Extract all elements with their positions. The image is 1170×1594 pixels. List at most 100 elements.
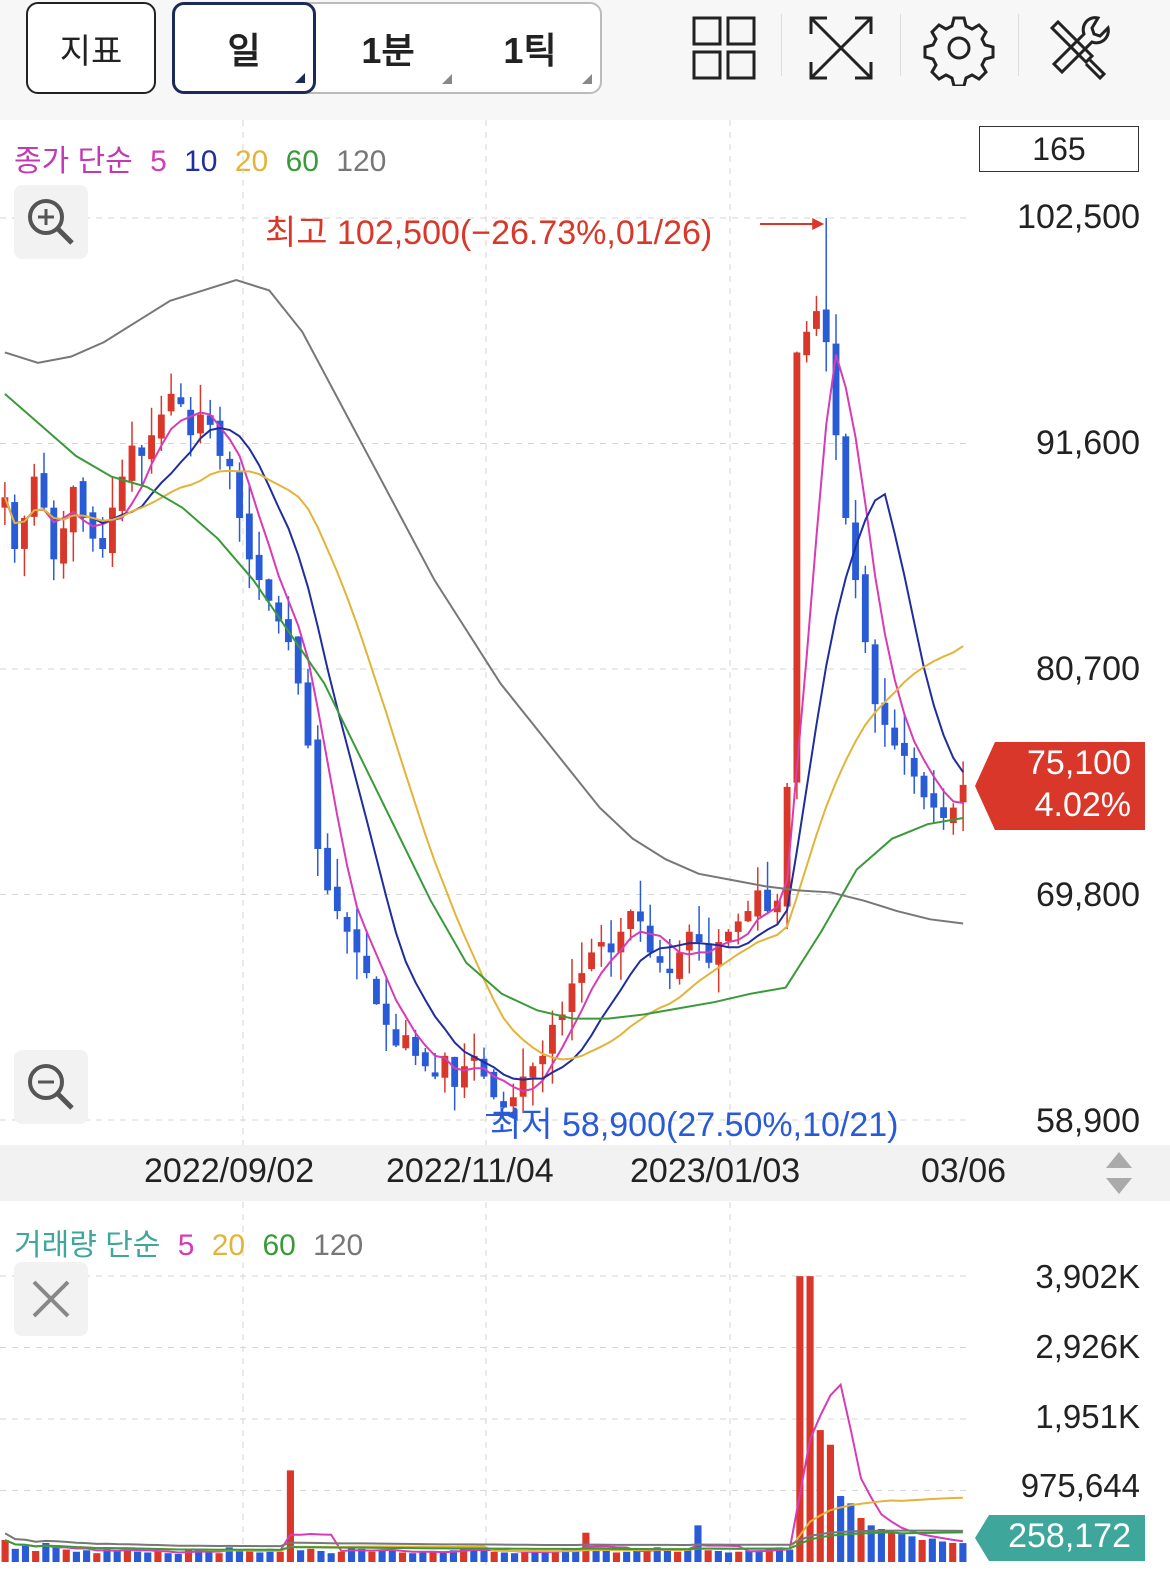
volume-bar (409, 1553, 417, 1562)
close-icon (32, 1280, 70, 1318)
volume-bar (796, 1276, 804, 1562)
volume-bar (144, 1552, 152, 1562)
candle-body (333, 886, 341, 912)
fullscreen-icon[interactable] (803, 10, 879, 86)
candle-body (69, 486, 77, 533)
volume-bar (307, 1548, 315, 1562)
candle-body (881, 702, 889, 725)
candle-body (79, 481, 87, 518)
tools-icon[interactable] (1040, 10, 1116, 86)
candle-body (676, 952, 683, 979)
volume-bar (42, 1542, 50, 1562)
visible-candle-count[interactable]: 165 (979, 126, 1139, 172)
volume-bar (256, 1552, 264, 1562)
resize-handle-icon[interactable] (1104, 1150, 1134, 1196)
volume-bar (21, 1545, 30, 1562)
candle-body (314, 739, 322, 849)
zoom-out-button[interactable] (14, 1050, 88, 1124)
close-volume-button[interactable] (14, 1262, 88, 1336)
candle-body (901, 742, 908, 756)
candle-body (656, 956, 664, 963)
volume-bar (541, 1552, 549, 1562)
vma-20-label: 20 (211, 1229, 246, 1262)
candle-body (793, 352, 801, 783)
volume-bar (368, 1551, 376, 1562)
candle-body (421, 1052, 429, 1067)
volume-axis-label: 2,926K (1035, 1328, 1140, 1365)
candle-body (30, 476, 38, 517)
volume-bar (123, 1548, 131, 1562)
candle-body (304, 682, 312, 746)
volume-axis-label: 3,902K (1035, 1258, 1140, 1295)
volume-bar (521, 1550, 529, 1562)
current-price-tag-bg (975, 742, 1145, 830)
x-axis-label: 2022/09/02 (144, 1152, 315, 1190)
volume-bar (775, 1547, 784, 1562)
candle-body (373, 978, 380, 1005)
volume-bar (623, 1551, 631, 1562)
volume-bar (113, 1551, 121, 1562)
ma-120-label: 120 (336, 145, 387, 178)
volume-bar (1, 1540, 9, 1562)
price-axis-label: 69,800 (1036, 876, 1140, 914)
candle-body (324, 847, 331, 891)
indicator-button[interactable]: 지표 (26, 2, 156, 94)
candle-body (754, 890, 762, 917)
current-price: 75,100 (1027, 744, 1131, 782)
price-axis-label: 102,500 (1017, 198, 1140, 236)
volume-ma-120-line (4, 1529, 963, 1548)
ma-5-line (3, 354, 964, 1093)
price-volume-chart[interactable] (0, 120, 1170, 1594)
period-tab-1min[interactable]: 1분 (316, 4, 460, 92)
candle-body (588, 952, 595, 970)
volume-bar (235, 1551, 244, 1562)
candle-body (118, 476, 126, 511)
candle-body (294, 636, 302, 684)
low-arrow-head (505, 1109, 518, 1121)
candle-body (734, 921, 742, 932)
vma-5-label: 5 (177, 1229, 195, 1262)
x-axis-bar (0, 1145, 1170, 1201)
volume-bar (806, 1276, 814, 1562)
volume-bar (551, 1551, 559, 1562)
candle-body (568, 983, 576, 1012)
volume-bar (633, 1550, 641, 1562)
candle-body (685, 931, 693, 951)
candle-body (402, 1035, 410, 1049)
volume-bar (653, 1547, 661, 1562)
high-arrow-head (812, 218, 825, 230)
candle-body (852, 522, 859, 581)
candle-body (21, 517, 28, 549)
candle-body (392, 1029, 400, 1046)
zoom-in-button[interactable] (14, 185, 88, 259)
current-volume-tag-bg (975, 1515, 1145, 1561)
volume-bar (918, 1540, 926, 1562)
volume-bar (154, 1551, 162, 1562)
volume-bar (857, 1518, 865, 1562)
settings-gear-icon[interactable] (921, 10, 997, 86)
toolbar-divider (781, 14, 782, 76)
candle-body (646, 925, 654, 953)
volume-bar (337, 1551, 345, 1562)
price-legend-label: 종가 단순 (14, 145, 133, 178)
candle-body (666, 968, 674, 974)
candle-body (363, 955, 371, 974)
candle-body (177, 397, 185, 405)
layout-grid-icon[interactable] (686, 10, 762, 86)
price-axis-label: 80,700 (1036, 650, 1140, 688)
candle-body (783, 786, 791, 907)
volume-bar (276, 1551, 284, 1562)
candle-body (431, 1072, 439, 1077)
candle-body (861, 574, 869, 643)
period-tab-1tick[interactable]: 1틱 (460, 4, 600, 92)
volume-bar (745, 1551, 753, 1562)
current-volume: 258,172 (1008, 1517, 1131, 1555)
period-tab-1tick-label: 1틱 (503, 30, 557, 71)
candle-body (822, 309, 830, 343)
period-tab-day[interactable]: 일 (172, 2, 316, 94)
volume-bar (449, 1550, 457, 1562)
volume-bar (398, 1552, 407, 1562)
ma-5-label: 5 (150, 145, 167, 178)
volume-bar (460, 1548, 468, 1562)
volume-bar (908, 1536, 916, 1562)
